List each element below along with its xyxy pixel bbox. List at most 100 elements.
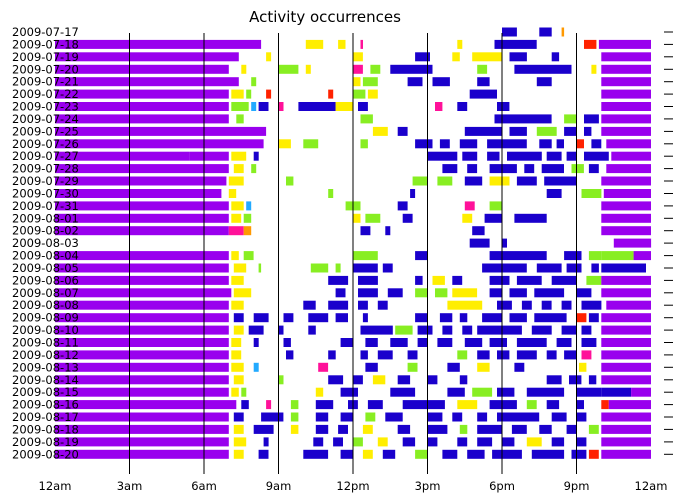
activity-segment-2009-08-06-8 xyxy=(516,275,542,285)
activity-segment-2009-07-31-1 xyxy=(231,201,244,211)
activity-segment-2009-08-13-10 xyxy=(601,362,651,372)
activity-segment-2009-08-20-10 xyxy=(492,449,522,459)
activity-segment-2009-07-24-0 xyxy=(55,114,229,124)
date-label-2009-07-22: 2009-07-22 xyxy=(12,87,79,101)
activity-segment-2009-08-11-7 xyxy=(417,338,428,347)
activity-segment-2009-07-18-6 xyxy=(584,39,597,49)
activity-segment-2009-08-01-9 xyxy=(601,213,651,223)
activity-segment-2009-08-01-0 xyxy=(55,213,229,223)
activity-segment-2009-08-05-4 xyxy=(335,263,341,273)
activity-segment-2009-08-14-9 xyxy=(546,375,562,385)
activity-segment-2009-07-24-2 xyxy=(360,114,373,124)
date-label-2009-07-19: 2009-07-19 xyxy=(12,50,79,64)
activity-segment-2009-08-09-15 xyxy=(601,313,651,323)
date-labels: 2009-07-172009-07-182009-07-192009-07-20… xyxy=(12,25,79,461)
activity-segment-2009-07-26-8 xyxy=(539,139,552,149)
date-label-2009-07-27: 2009-07-27 xyxy=(12,149,79,163)
activity-segment-2009-08-11-5 xyxy=(365,338,378,347)
activity-segment-2009-08-11-3 xyxy=(283,338,291,347)
activity-segment-2009-07-21-1 xyxy=(251,77,257,87)
activity-segment-2009-08-09-7 xyxy=(415,313,428,323)
activity-segment-2009-07-28-0 xyxy=(55,164,229,174)
activity-segment-2009-08-20-13 xyxy=(588,449,599,459)
activity-segment-2009-08-05-7 xyxy=(482,263,527,273)
activity-segment-2009-08-18-15 xyxy=(601,424,651,434)
activity-segment-2009-07-28-3 xyxy=(442,164,458,174)
activity-segment-2009-08-13-9 xyxy=(579,362,587,372)
activity-segment-2009-08-12-5 xyxy=(377,350,393,360)
activity-segment-2009-07-25-2 xyxy=(397,126,408,136)
activity-segment-2009-08-13-2 xyxy=(253,362,259,372)
activity-segment-2009-07-25-1 xyxy=(372,126,388,136)
activity-segment-2009-08-04-7 xyxy=(588,251,602,261)
activity-segment-2009-08-08-10 xyxy=(561,300,572,310)
activity-segment-2009-08-13-4 xyxy=(365,362,378,372)
activity-segment-2009-07-29-3 xyxy=(412,176,428,186)
activity-segment-2009-08-09-2 xyxy=(253,313,269,323)
activity-segment-2009-08-20-8 xyxy=(442,449,458,459)
activity-segment-2009-07-29-9 xyxy=(601,176,651,186)
activity-segment-2009-07-28-10 xyxy=(606,164,651,174)
activity-segment-2009-07-20-6 xyxy=(390,64,433,74)
activity-segment-2009-08-19-9 xyxy=(457,437,468,447)
activity-segment-2009-08-08-3 xyxy=(328,300,349,310)
activity-segment-2009-07-17-0 xyxy=(502,27,517,37)
activity-segment-2009-08-08-6 xyxy=(447,300,483,310)
activity-segment-2009-08-19-12 xyxy=(526,437,542,447)
activity-segment-2009-08-20-1 xyxy=(233,449,244,459)
activity-segment-2009-07-26-3 xyxy=(360,139,368,149)
activity-segment-2009-07-20-2 xyxy=(278,64,299,74)
activity-segment-2009-07-29-5 xyxy=(464,176,483,186)
activity-segment-2009-07-24-4 xyxy=(564,114,577,124)
activity-segment-2009-08-19-14 xyxy=(576,437,587,447)
activity-segment-2009-08-10-13 xyxy=(581,325,592,335)
activity-segment-2009-08-10-5 xyxy=(360,325,393,335)
activity-segment-2009-08-07-1 xyxy=(233,288,252,298)
date-label-2009-08-05: 2009-08-05 xyxy=(12,261,79,275)
activity-segment-2009-08-19-4 xyxy=(333,437,343,447)
activity-segment-2009-07-20-7 xyxy=(477,64,488,74)
activity-segment-2009-08-12-7 xyxy=(457,350,468,360)
activity-segment-2009-07-27-10 xyxy=(584,151,609,161)
activity-segment-2009-08-08-4 xyxy=(358,300,368,310)
activity-segment-2009-08-04-4 xyxy=(415,251,428,261)
activity-segment-2009-08-19-5 xyxy=(353,437,363,447)
activity-segment-2009-07-28-7 xyxy=(541,164,564,174)
activity-segment-2009-08-09-12 xyxy=(534,313,567,323)
activity-segment-2009-07-27-2 xyxy=(231,151,247,161)
activity-segment-2009-07-29-0 xyxy=(55,176,227,186)
activity-segment-2009-08-06-11 xyxy=(601,275,651,285)
activity-segment-2009-07-25-8 xyxy=(601,126,651,136)
activity-segment-2009-08-01-6 xyxy=(462,213,473,223)
activity-segment-2009-08-11-8 xyxy=(437,338,453,347)
activity-segment-2009-07-19-7 xyxy=(551,52,560,62)
right-ticks xyxy=(664,31,673,455)
activity-segment-2009-08-10-3 xyxy=(278,325,284,335)
activity-segment-2009-08-15-1 xyxy=(231,387,239,397)
activity-segment-2009-08-11-14 xyxy=(601,338,651,347)
activity-segment-2009-07-19-1 xyxy=(266,52,272,62)
date-label-2009-07-17: 2009-07-17 xyxy=(12,25,79,39)
activity-segment-2009-07-26-9 xyxy=(556,139,564,149)
activity-segment-2009-07-23-9 xyxy=(457,102,468,111)
activity-segment-2009-07-30-3 xyxy=(410,189,416,198)
activity-bars xyxy=(55,27,652,459)
hour-label-7: 9pm xyxy=(564,479,590,493)
date-label-2009-08-15: 2009-08-15 xyxy=(12,385,79,399)
activity-segment-2009-08-07-6 xyxy=(435,288,448,298)
activity-segment-2009-08-03-0 xyxy=(469,238,490,248)
activity-segment-2009-08-03-1 xyxy=(502,238,507,248)
activity-segment-2009-08-08-7 xyxy=(497,300,512,310)
activity-segment-2009-07-23-1 xyxy=(231,102,249,111)
activity-segment-2009-08-06-6 xyxy=(452,275,463,285)
activity-segment-2009-07-19-2 xyxy=(353,52,363,62)
activity-segment-2009-08-11-13 xyxy=(581,338,597,347)
activity-segment-2009-08-02-0 xyxy=(55,226,229,236)
activity-segment-2009-08-17-8 xyxy=(427,412,443,422)
activity-segment-2009-07-28-8 xyxy=(571,164,584,174)
activity-segment-2009-08-20-9 xyxy=(467,449,485,459)
activity-segment-2009-08-18-6 xyxy=(362,424,373,434)
activity-segment-2009-07-19-4 xyxy=(452,52,460,62)
activity-segment-2009-07-20-3 xyxy=(305,64,311,74)
activity-segment-2009-08-18-1 xyxy=(233,424,244,434)
